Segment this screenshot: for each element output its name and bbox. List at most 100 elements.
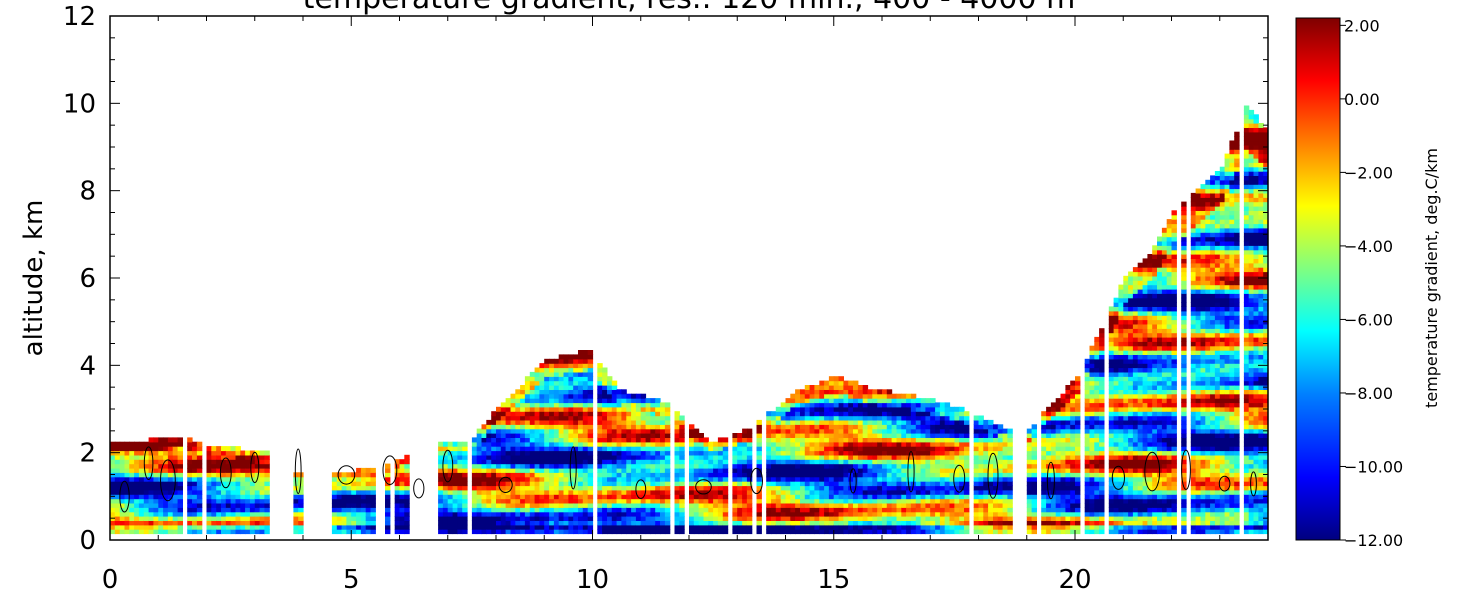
heatmap-cell <box>983 489 989 495</box>
heatmap-cell <box>814 437 820 443</box>
heatmap-cell <box>505 485 511 491</box>
heatmap-cell <box>481 424 487 430</box>
heatmap-cell <box>959 450 965 456</box>
heatmap-cell <box>1070 463 1076 469</box>
heatmap-cell <box>775 419 782 425</box>
heatmap-cell <box>1084 520 1091 526</box>
heatmap-cell <box>399 494 405 500</box>
heatmap-cell <box>689 459 695 465</box>
heatmap-cell <box>293 502 299 508</box>
heatmap-cell <box>1075 424 1081 430</box>
heatmap-cell <box>944 463 951 469</box>
heatmap-cell <box>882 393 888 399</box>
heatmap-cell <box>1123 319 1129 325</box>
heatmap-cell <box>1007 498 1013 504</box>
heatmap-cell <box>1108 363 1115 369</box>
heatmap-cell <box>857 450 864 456</box>
heatmap-cell <box>230 459 236 465</box>
heatmap-cell <box>1031 507 1037 513</box>
heatmap-cell <box>534 393 540 399</box>
heatmap-cell <box>187 441 193 447</box>
heatmap-cell <box>616 485 622 491</box>
heatmap-cell <box>785 520 791 526</box>
heatmap-cell <box>886 393 893 399</box>
heatmap-cell <box>1046 441 1052 447</box>
heatmap-cell <box>587 467 594 473</box>
heatmap-cell <box>925 472 931 478</box>
heatmap-cell <box>471 516 478 521</box>
heatmap-cell <box>452 459 458 465</box>
heatmap-cell <box>1075 481 1081 487</box>
heatmap-cell <box>780 520 787 526</box>
heatmap-cell <box>775 485 782 491</box>
heatmap-cell <box>766 463 772 469</box>
heatmap-cell <box>341 494 347 500</box>
heatmap-cell <box>655 411 661 417</box>
heatmap-cell <box>993 507 999 513</box>
heatmap-cell <box>616 507 622 513</box>
heatmap-cell <box>1055 485 1062 491</box>
heatmap-cell <box>597 441 603 447</box>
heatmap-cell <box>119 459 126 465</box>
heatmap-cell <box>780 411 787 417</box>
heatmap-cell <box>611 437 618 443</box>
heatmap-cell <box>249 489 256 495</box>
heatmap-cell <box>549 476 555 482</box>
heatmap-cell <box>486 507 492 513</box>
heatmap-cell <box>510 424 516 430</box>
heatmap-cell <box>597 380 603 386</box>
heatmap-cell <box>529 389 536 395</box>
heatmap-cell <box>1084 371 1091 377</box>
heatmap-cell <box>447 481 454 487</box>
heatmap-cell <box>780 481 787 487</box>
heatmap-cell <box>602 463 608 469</box>
heatmap-cell <box>462 494 468 500</box>
heatmap-cell <box>510 472 516 478</box>
heatmap-cell <box>775 450 782 456</box>
heatmap-cell <box>713 446 719 452</box>
heatmap-cell <box>578 463 584 469</box>
heatmap-cell <box>558 437 565 443</box>
heatmap-cell <box>520 516 526 521</box>
heatmap-cell <box>906 498 912 504</box>
heatmap-cell <box>838 380 844 386</box>
heatmap-cell <box>529 411 536 417</box>
heatmap-cell <box>857 511 864 517</box>
heatmap-cell <box>568 472 574 478</box>
heatmap-cell <box>510 516 516 521</box>
heatmap-cell <box>746 467 753 473</box>
heatmap-cell <box>621 476 627 482</box>
heatmap-cell <box>1055 398 1062 404</box>
heatmap-cell <box>833 507 840 513</box>
heatmap-cell <box>679 516 685 521</box>
heatmap-cell <box>110 489 116 495</box>
heatmap-cell <box>804 502 811 508</box>
heatmap-cell <box>520 524 526 530</box>
heatmap-cell <box>1007 433 1013 438</box>
heatmap-cell <box>1050 433 1057 438</box>
heatmap-cell <box>177 489 183 495</box>
heatmap-cell <box>1007 502 1013 508</box>
heatmap-cell <box>896 441 902 447</box>
heatmap-cell <box>1060 437 1066 443</box>
heatmap-cell <box>655 472 661 478</box>
heatmap-cell <box>539 424 545 430</box>
heatmap-cell <box>853 529 859 535</box>
heatmap-cell <box>578 350 584 355</box>
heatmap-cell <box>920 419 926 425</box>
heatmap-cell <box>1099 489 1105 495</box>
heatmap-cell <box>843 450 849 456</box>
heatmap-cell <box>129 529 135 535</box>
heatmap-cell <box>1075 411 1081 417</box>
heatmap-cell <box>838 433 844 438</box>
heatmap-cell <box>959 472 965 478</box>
heatmap-cell <box>254 520 261 526</box>
heatmap-cell <box>775 529 782 535</box>
heatmap-cell <box>394 463 401 469</box>
heatmap-cell <box>877 498 883 504</box>
heatmap-cell <box>973 494 980 500</box>
heatmap-cell <box>1099 529 1105 535</box>
heatmap-cell <box>1084 358 1091 364</box>
heatmap-cell <box>1118 520 1124 526</box>
heatmap-cell <box>1050 516 1057 521</box>
